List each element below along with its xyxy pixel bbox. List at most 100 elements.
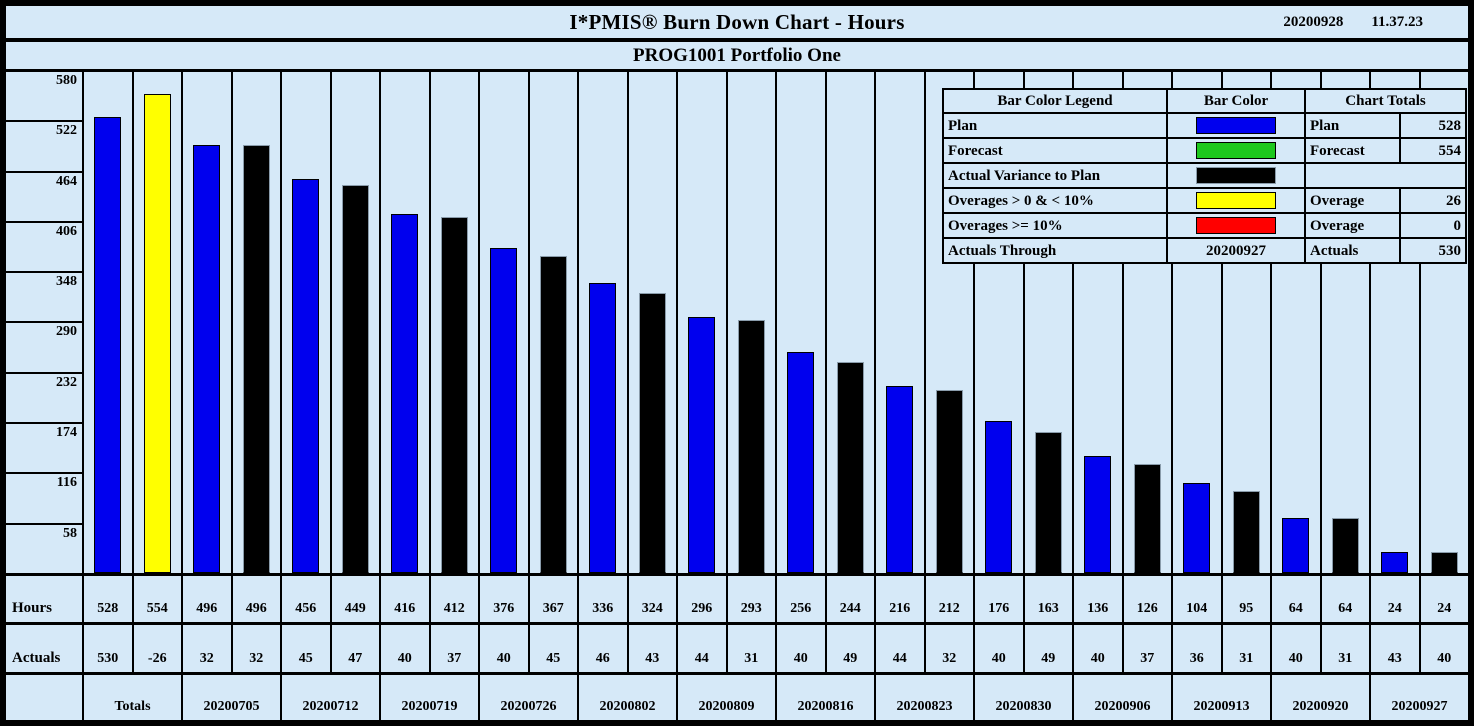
legend-swatch-cell bbox=[1168, 214, 1304, 237]
hours-cell: 449 bbox=[331, 576, 379, 622]
hours-cell: 324 bbox=[628, 576, 676, 622]
date-group-cell: 20200913 bbox=[1173, 675, 1270, 720]
hours-cell: 416 bbox=[381, 576, 429, 622]
portfolio-title: PROG1001 Portfolio One bbox=[633, 44, 841, 66]
chart-column bbox=[183, 72, 231, 573]
report-timestamp: 20200928 11.37.23 bbox=[1283, 6, 1423, 38]
legend-swatch-cell bbox=[1168, 114, 1304, 137]
hours-cell: 104 bbox=[1173, 576, 1221, 622]
hours-cell: 95 bbox=[1222, 576, 1270, 622]
title-bar: I*PMIS® Burn Down Chart - Hours 20200928… bbox=[6, 6, 1468, 38]
bar-plan bbox=[490, 248, 518, 573]
legend-header-bar-color: Bar Color bbox=[1168, 90, 1304, 112]
y-axis-cell: 116 bbox=[6, 474, 82, 523]
chart-column bbox=[381, 72, 429, 573]
bar-actual_variance bbox=[638, 293, 666, 573]
chart-column bbox=[876, 72, 924, 573]
chart-column bbox=[232, 72, 280, 573]
y-axis-cell: 232 bbox=[6, 373, 82, 423]
hours-cell: 176 bbox=[975, 576, 1023, 622]
bar-plan bbox=[688, 317, 716, 573]
totals-row: Totals 20200705 20200712 20200719 20200726 20… bbox=[6, 675, 1468, 720]
legend-row-label: Plan bbox=[944, 114, 1166, 137]
y-tick-label: 58 bbox=[63, 525, 77, 541]
chart-column bbox=[84, 72, 132, 573]
actuals-row: Actuals 530 -26 32 32 45 47 40 37 40 45 46 43 44 31 40… bbox=[6, 625, 1468, 672]
actuals-cell: 37 bbox=[430, 625, 478, 672]
legend-total-value: 554 bbox=[1401, 139, 1465, 162]
hours-cell: 296 bbox=[678, 576, 726, 622]
legend-swatch-cell bbox=[1168, 139, 1304, 162]
legend-table: Bar Color Legend Bar Color Chart Totals … bbox=[942, 88, 1467, 264]
bar-actual_variance bbox=[836, 362, 864, 573]
y-axis: 580 522 464 406 348 290 232 174 116 58 bbox=[6, 72, 82, 573]
legend-total-label: Overage bbox=[1306, 189, 1399, 212]
actuals-cell: 45 bbox=[282, 625, 330, 672]
date-group-cell: 20200927 bbox=[1371, 675, 1468, 720]
bar-overage_low bbox=[143, 94, 171, 573]
hours-cell: 367 bbox=[529, 576, 577, 622]
actuals-cell: 32 bbox=[183, 625, 231, 672]
legend-total-label: Plan bbox=[1306, 114, 1399, 137]
legend-row-label: Overages > 0 & < 10% bbox=[944, 189, 1166, 212]
actuals-cell: 40 bbox=[975, 625, 1023, 672]
hours-cell: 496 bbox=[183, 576, 231, 622]
report-time: 11.37.23 bbox=[1371, 13, 1423, 30]
y-tick-label: 580 bbox=[56, 73, 77, 88]
hours-cell: 244 bbox=[826, 576, 874, 622]
bar-actual_variance bbox=[1133, 464, 1161, 573]
chart-column bbox=[282, 72, 330, 573]
y-axis-cell: 580 bbox=[6, 72, 82, 121]
legend-total-value: 26 bbox=[1401, 189, 1465, 212]
chart-column bbox=[529, 72, 577, 573]
date-group-cell: 20200705 bbox=[183, 675, 280, 720]
legend-row-label: Forecast bbox=[944, 139, 1166, 162]
y-axis-cell: 464 bbox=[6, 172, 82, 221]
chart-column bbox=[133, 72, 181, 573]
hours-cell: 136 bbox=[1074, 576, 1122, 622]
bar-actual_variance bbox=[1034, 432, 1062, 573]
date-group-cell: 20200830 bbox=[975, 675, 1072, 720]
legend-total-value: 0 bbox=[1401, 214, 1465, 237]
y-tick-label: 522 bbox=[56, 123, 77, 139]
actuals-cell: 49 bbox=[1024, 625, 1072, 672]
date-group-cell: 20200726 bbox=[480, 675, 577, 720]
plan-color-swatch bbox=[1196, 117, 1276, 134]
actuals-cell: -26 bbox=[133, 625, 181, 672]
hours-cell: 456 bbox=[282, 576, 330, 622]
hours-cell: 528 bbox=[84, 576, 132, 622]
bar-plan bbox=[1084, 455, 1112, 573]
actuals-cell: 32 bbox=[925, 625, 973, 672]
hours-cell: 163 bbox=[1024, 576, 1072, 622]
hours-cell: 126 bbox=[1123, 576, 1171, 622]
hours-cell: 24 bbox=[1420, 576, 1468, 622]
y-tick-label: 174 bbox=[56, 425, 77, 441]
legend-swatch-cell bbox=[1168, 189, 1304, 212]
chart-column bbox=[727, 72, 775, 573]
bar-plan bbox=[193, 144, 221, 573]
legend-total-label: Actuals bbox=[1306, 239, 1399, 262]
report-date: 20200928 bbox=[1283, 13, 1344, 30]
bar-plan bbox=[292, 179, 320, 573]
chart-column bbox=[430, 72, 478, 573]
chart-column bbox=[331, 72, 379, 573]
legend-total-value: 530 bbox=[1401, 239, 1465, 262]
actuals-cell: 47 bbox=[331, 625, 379, 672]
actuals-cell: 40 bbox=[480, 625, 528, 672]
actuals-cell: 44 bbox=[678, 625, 726, 672]
actuals-through-date: 20200927 bbox=[1168, 239, 1304, 262]
chart-column bbox=[480, 72, 528, 573]
bar-actual_variance bbox=[1232, 490, 1260, 573]
hours-cell: 336 bbox=[579, 576, 627, 622]
chart-column bbox=[777, 72, 825, 573]
chart-column bbox=[678, 72, 726, 573]
legend-total-empty bbox=[1306, 164, 1465, 187]
y-tick-label: 348 bbox=[56, 274, 77, 290]
bar-actual_variance bbox=[242, 144, 270, 573]
actuals-cell: 36 bbox=[1173, 625, 1221, 672]
y-axis-cell: 522 bbox=[6, 122, 82, 171]
actuals-cell: 40 bbox=[1420, 625, 1468, 672]
bar-actual_variance bbox=[935, 389, 963, 573]
bar-actual_variance bbox=[1430, 552, 1458, 573]
